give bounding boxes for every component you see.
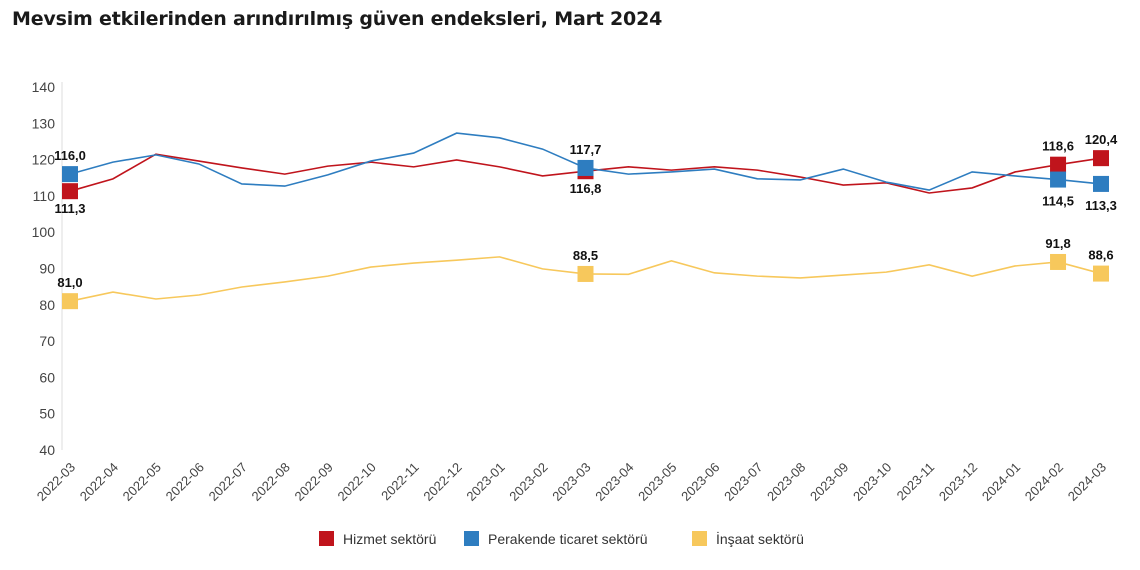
y-tick-label: 70 bbox=[39, 333, 55, 349]
x-tick-label: 2023-07 bbox=[721, 460, 765, 504]
data-label: 118,6 bbox=[1042, 139, 1074, 154]
x-tick-label: 2023-09 bbox=[807, 460, 851, 504]
data-marker bbox=[1093, 175, 1109, 192]
x-tick-label: 2022-12 bbox=[420, 460, 464, 504]
x-tick-label: 2022-09 bbox=[292, 460, 336, 504]
data-label: 81,0 bbox=[57, 275, 82, 290]
data-marker bbox=[1050, 253, 1067, 270]
y-tick-label: 90 bbox=[39, 261, 55, 277]
x-tick-label: 2023-11 bbox=[894, 460, 938, 504]
x-tick-label: 2023-06 bbox=[678, 460, 722, 504]
x-tick-label: 2022-07 bbox=[206, 460, 250, 504]
y-tick-label: 100 bbox=[32, 224, 56, 240]
data-marker bbox=[62, 293, 78, 310]
x-tick-label: 2023-02 bbox=[506, 460, 550, 504]
data-label: 113,3 bbox=[1085, 198, 1117, 213]
x-tick-label: 2022-10 bbox=[334, 460, 378, 504]
legend-swatch bbox=[319, 531, 334, 546]
data-label: 120,4 bbox=[1085, 132, 1118, 147]
data-label: 117,7 bbox=[570, 142, 602, 157]
x-tick-label: 2022-08 bbox=[249, 460, 293, 504]
data-label: 111,3 bbox=[54, 201, 85, 216]
x-tick-label: 2024-01 bbox=[979, 460, 1023, 504]
data-marker bbox=[1093, 265, 1109, 282]
data-label: 116,8 bbox=[570, 181, 602, 196]
data-marker bbox=[1050, 171, 1067, 188]
y-tick-label: 130 bbox=[32, 115, 56, 131]
x-tick-label: 2023-03 bbox=[549, 460, 593, 504]
y-tick-label: 80 bbox=[39, 297, 55, 313]
legend-label: Perakende ticaret sektörü bbox=[488, 531, 648, 547]
data-marker bbox=[577, 265, 594, 282]
x-tick-label: 2023-08 bbox=[764, 460, 808, 504]
data-label: 114,5 bbox=[1042, 194, 1074, 209]
data-marker bbox=[1050, 156, 1067, 173]
x-tick-label: 2022-04 bbox=[77, 460, 121, 504]
chart-title: Mevsim etkilerinden arındırılmış güven e… bbox=[12, 8, 663, 30]
data-marker bbox=[1093, 150, 1109, 167]
x-tick-label: 2023-04 bbox=[592, 460, 636, 504]
legend-swatch bbox=[692, 531, 707, 546]
legend-label: Hizmet sektörü bbox=[343, 531, 436, 547]
x-tick-label: 2023-12 bbox=[936, 460, 980, 504]
data-marker bbox=[577, 159, 594, 176]
data-label: 116,0 bbox=[54, 148, 86, 163]
legend-label: İnşaat sektörü bbox=[716, 530, 804, 547]
y-tick-label: 50 bbox=[39, 406, 55, 422]
legend-swatch bbox=[464, 531, 479, 546]
x-tick-label: 2023-01 bbox=[463, 460, 507, 504]
x-tick-label: 2023-05 bbox=[635, 460, 679, 504]
data-label: 88,5 bbox=[573, 248, 598, 263]
data-marker bbox=[62, 183, 78, 200]
x-tick-label: 2022-05 bbox=[120, 460, 164, 504]
x-tick-label: 2022-11 bbox=[378, 460, 422, 504]
y-tick-label: 110 bbox=[33, 188, 56, 204]
y-tick-label: 140 bbox=[32, 79, 56, 95]
x-tick-label: 2024-03 bbox=[1065, 460, 1109, 504]
data-label: 91,8 bbox=[1045, 236, 1070, 251]
x-tick-label: 2022-03 bbox=[34, 460, 78, 504]
y-tick-label: 40 bbox=[39, 442, 55, 458]
x-tick-label: 2024-02 bbox=[1022, 460, 1066, 504]
x-tick-label: 2023-10 bbox=[850, 460, 894, 504]
y-tick-label: 120 bbox=[32, 152, 56, 168]
data-label: 88,6 bbox=[1088, 248, 1113, 263]
y-tick-label: 60 bbox=[39, 369, 55, 385]
data-marker bbox=[62, 166, 78, 183]
x-tick-label: 2022-06 bbox=[163, 460, 207, 504]
